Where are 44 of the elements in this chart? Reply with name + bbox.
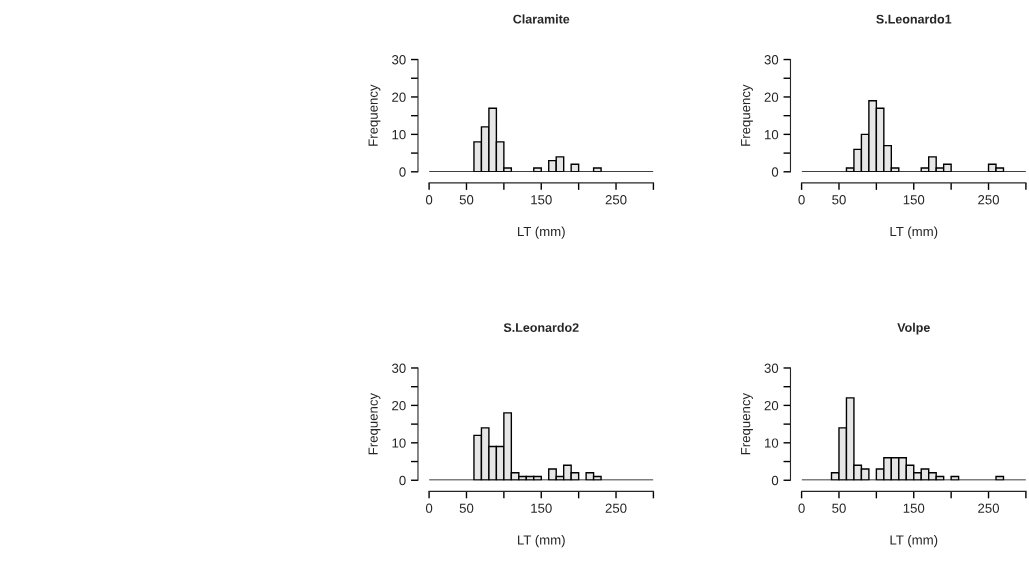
x-tick-label: 50 — [459, 503, 474, 513]
x-tick-label: 0 — [798, 503, 805, 513]
x-tick-label: 50 — [832, 503, 846, 513]
y-tick-label: 30 — [764, 55, 779, 65]
y-axis-title: Frequency — [741, 84, 753, 146]
x-tick-label: 50 — [459, 195, 474, 205]
x-tick-label: 0 — [425, 195, 433, 205]
x-tick-label: 50 — [832, 195, 846, 205]
y-tick-label: 30 — [764, 363, 779, 373]
y-axis-title: Frequency — [368, 392, 381, 455]
x-tick-label: 250 — [605, 503, 627, 513]
x-tick-label: 150 — [903, 503, 925, 513]
y-tick-label: 10 — [392, 129, 406, 140]
x-tick-label: 250 — [605, 195, 627, 205]
y-tick-label: 20 — [392, 400, 406, 411]
y-axis-title: Frequency — [741, 392, 753, 455]
y-tick-label: 30 — [392, 55, 406, 65]
y-tick-label: 10 — [765, 129, 779, 140]
chart-title: S.Leonardo2 — [503, 322, 579, 332]
chart-title: S.Leonardo1 — [876, 14, 952, 24]
y-tick-label: 20 — [764, 92, 779, 102]
y-tick-label: 30 — [392, 363, 406, 373]
chart-title: Claramite — [513, 14, 570, 24]
x-tick-label: 150 — [531, 195, 552, 205]
y-tick-label: 10 — [765, 438, 779, 448]
x-tick-label: 250 — [978, 503, 1000, 513]
y-tick-label: 10 — [392, 438, 406, 448]
y-tick-label: 20 — [392, 92, 406, 102]
x-tick-label: 150 — [903, 195, 925, 205]
x-tick-label: 250 — [978, 195, 1000, 205]
y-tick-label: 0 — [771, 167, 779, 177]
x-axis-title: LT (mm) — [890, 226, 938, 239]
x-axis-title: LT (mm) — [890, 534, 938, 548]
x-axis-title: LT (mm) — [518, 226, 565, 239]
x-axis-title: LT (mm) — [518, 534, 565, 548]
y-tick-label: 0 — [399, 167, 406, 177]
x-tick-label: 150 — [531, 503, 552, 513]
y-tick-label: 20 — [764, 400, 779, 411]
x-tick-label: 0 — [425, 503, 433, 513]
chart-title: Volpe — [897, 322, 930, 335]
y-tick-label: 0 — [399, 475, 406, 486]
x-tick-label: 0 — [798, 195, 805, 205]
y-axis-title: Frequency — [368, 84, 381, 146]
y-tick-label: 0 — [771, 475, 779, 486]
